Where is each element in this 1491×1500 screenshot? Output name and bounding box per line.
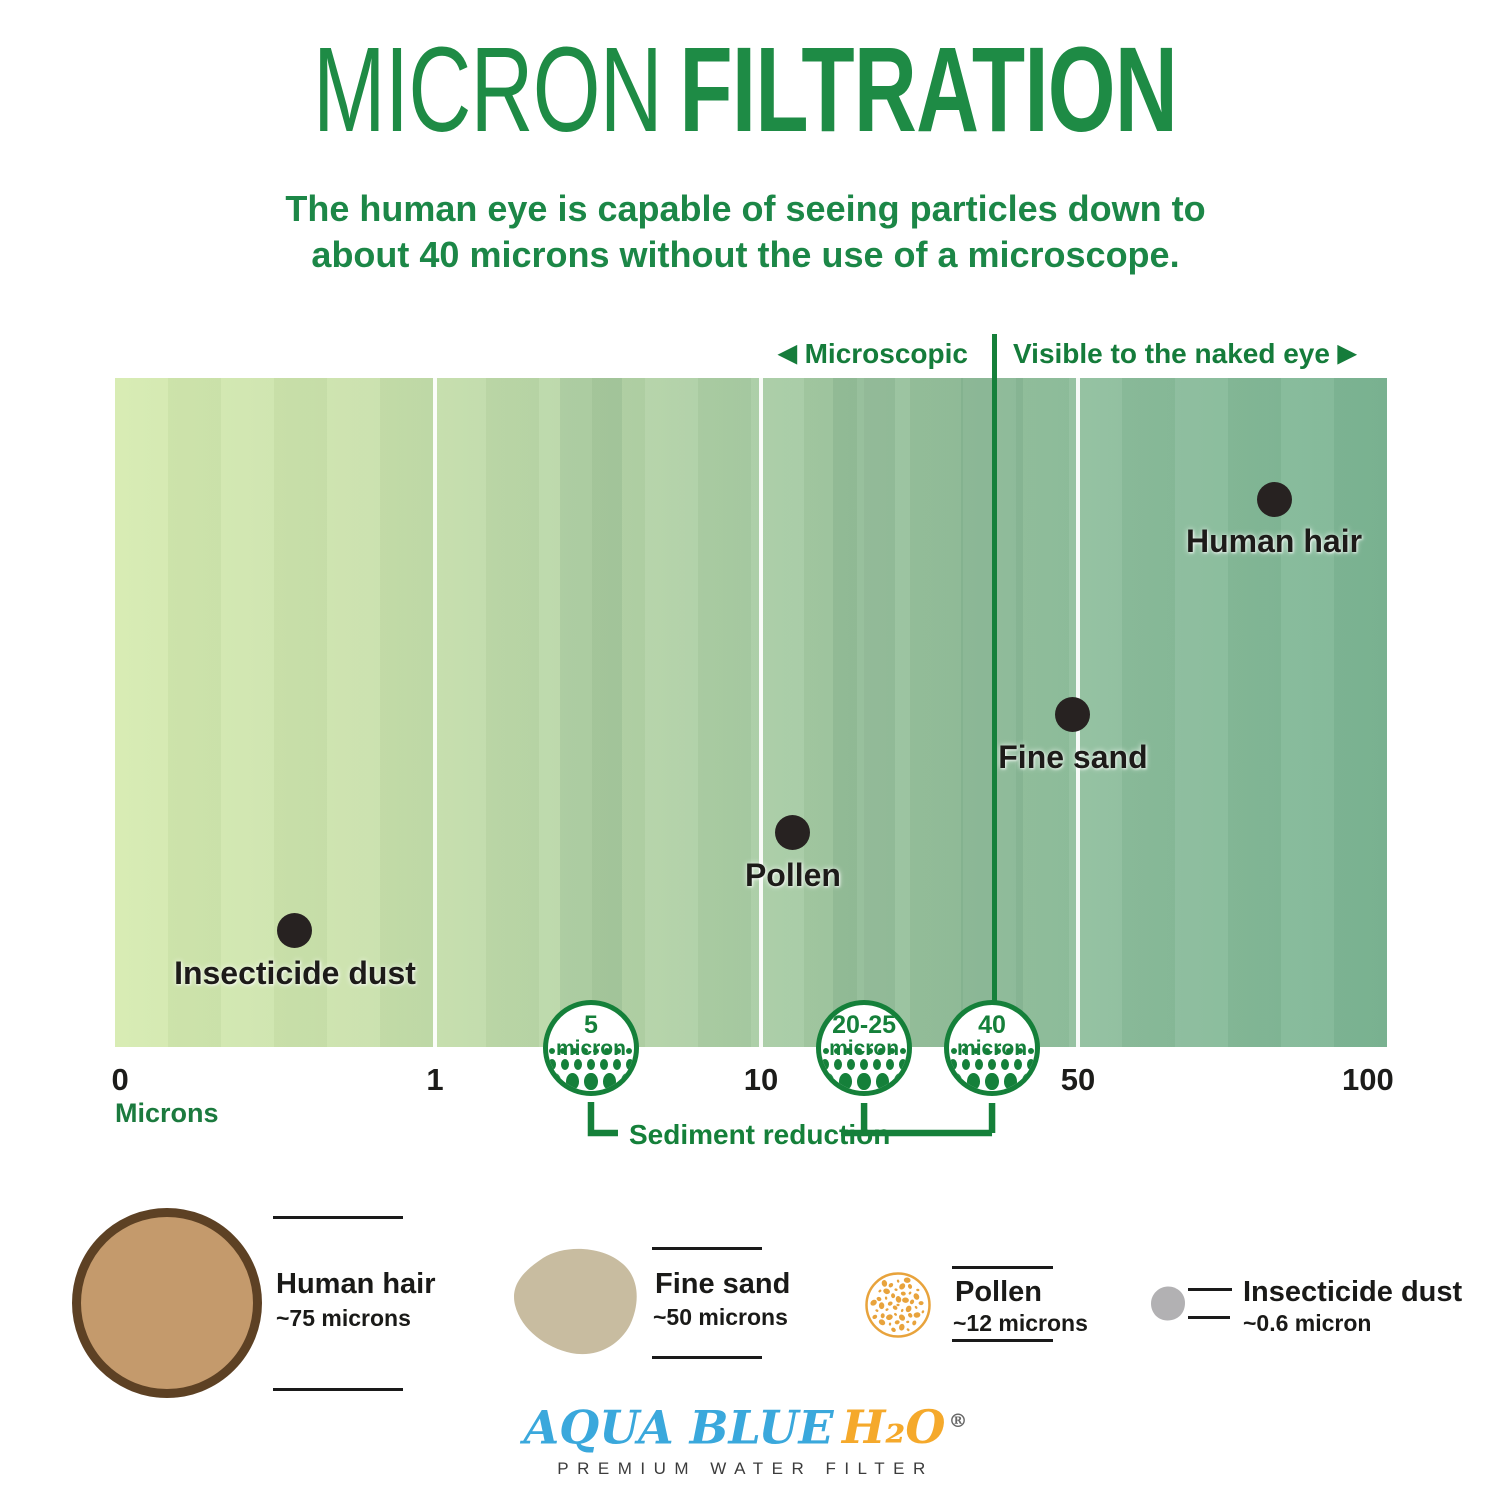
point-label-pollen: Pollen xyxy=(744,856,841,893)
measure-line xyxy=(652,1247,762,1250)
filter-circle-20-25-micron: 20-25 micron xyxy=(816,1000,913,1096)
sediment-reduction-label: Sediment reduction xyxy=(628,1119,891,1150)
filter-dots-row xyxy=(821,1048,907,1054)
point-label-fine-sand: Fine sand xyxy=(998,738,1148,775)
measure-line xyxy=(273,1216,403,1219)
measure-line xyxy=(952,1266,1053,1269)
subtitle: The human eye is capable of seeing parti… xyxy=(0,186,1491,278)
legend-pollen-size: ~12 microns xyxy=(953,1310,1088,1336)
legend-insecticide-name: Insecticide dust xyxy=(1243,1276,1463,1308)
legend-fine-sand-size: ~50 microns xyxy=(653,1304,788,1330)
filter-dots-row xyxy=(949,1048,1035,1054)
title-word-micron: MICRON xyxy=(313,21,663,157)
brand-h2o: H₂O xyxy=(841,1400,946,1455)
point-dot-pollen xyxy=(775,815,811,851)
x-axis-title: Microns xyxy=(115,1098,219,1128)
filter-circle-size: 40 xyxy=(978,1011,1006,1039)
filter-circle-5-micron: 5 micron xyxy=(542,1000,639,1096)
legend-fine-sand-name: Fine sand xyxy=(655,1268,791,1300)
point-label-human-hair: Human hair xyxy=(1186,523,1363,560)
gradient-band xyxy=(833,378,896,1047)
x-tick-0: 0 xyxy=(111,1062,129,1097)
brand-tagline: PREMIUM WATER FILTER xyxy=(557,1459,934,1479)
measure-line xyxy=(952,1339,1053,1342)
filter-dots-row xyxy=(547,1059,634,1070)
brand-logo: AQUA BLUE H₂O ® PREMIUM WATER FILTER xyxy=(0,1396,1491,1479)
filter-circle-40-micron: 40 micron xyxy=(944,1000,1041,1096)
title-word-filtration: FILTRATION xyxy=(679,21,1178,157)
legend-insecticide-size: ~0.6 micron xyxy=(1243,1310,1372,1336)
x-tick-1: 1 xyxy=(426,1062,444,1097)
microscopic-region-label: ◀ Microscopic xyxy=(778,338,968,370)
pollen-swatch xyxy=(865,1272,931,1338)
page-title: MICRON FILTRATION xyxy=(0,25,1491,153)
point-dot-human-hair xyxy=(1256,481,1292,517)
point-label-insecticide-dust: Insecticide dust xyxy=(174,954,416,991)
measure-line xyxy=(1188,1288,1232,1291)
visibility-divider-line xyxy=(992,334,998,1002)
microscopic-text: Microscopic xyxy=(804,338,968,369)
subtitle-line-1: The human eye is capable of seeing parti… xyxy=(285,188,1206,229)
human-hair-swatch xyxy=(72,1208,262,1398)
x-tick-10: 10 xyxy=(743,1062,779,1097)
visible-region-label: Visible to the naked eye ▶ xyxy=(1013,338,1356,370)
gridline-10 xyxy=(759,378,764,1047)
insecticide-dust-swatch xyxy=(1151,1286,1185,1321)
subtitle-line-2: about 40 microns without the use of a mi… xyxy=(311,234,1180,275)
point-dot-insecticide-dust xyxy=(277,913,313,949)
gradient-band xyxy=(559,378,622,1047)
filter-circle-size: 5 xyxy=(584,1011,598,1039)
legend-pollen-name: Pollen xyxy=(955,1276,1043,1308)
filter-dots-row xyxy=(548,1048,634,1054)
x-tick-100: 100 xyxy=(1342,1062,1394,1097)
x-tick-50: 50 xyxy=(1060,1062,1096,1097)
measure-line xyxy=(273,1388,403,1391)
brand-aqua-blue: AQUA BLUE xyxy=(523,1400,834,1455)
point-dot-fine-sand xyxy=(1055,697,1091,733)
measure-line xyxy=(1188,1316,1230,1319)
gradient-band-wide xyxy=(864,378,995,1047)
filter-dots-row xyxy=(821,1073,908,1090)
fine-sand-swatch xyxy=(514,1248,637,1355)
measure-line xyxy=(652,1356,762,1359)
left-arrow-icon: ◀ xyxy=(778,340,797,367)
gridline-1 xyxy=(433,378,438,1047)
legend-human-hair-size: ~75 microns xyxy=(276,1305,411,1331)
filter-dots-row xyxy=(949,1073,1036,1090)
filter-dots-row xyxy=(547,1073,634,1090)
registered-mark-icon: ® xyxy=(948,1410,968,1432)
legend-human-hair-name: Human hair xyxy=(276,1268,436,1300)
right-arrow-icon: ▶ xyxy=(1337,340,1357,367)
visible-text: Visible to the naked eye xyxy=(1013,338,1330,369)
gradient-band xyxy=(961,378,1024,1047)
filter-dots-row xyxy=(949,1059,1036,1070)
micron-scale-chart: Insecticide dust Pollen Fine sand Human hai… xyxy=(115,378,1387,1047)
filter-circle-size: 20-25 xyxy=(832,1011,897,1039)
filter-dots-row xyxy=(821,1059,908,1070)
